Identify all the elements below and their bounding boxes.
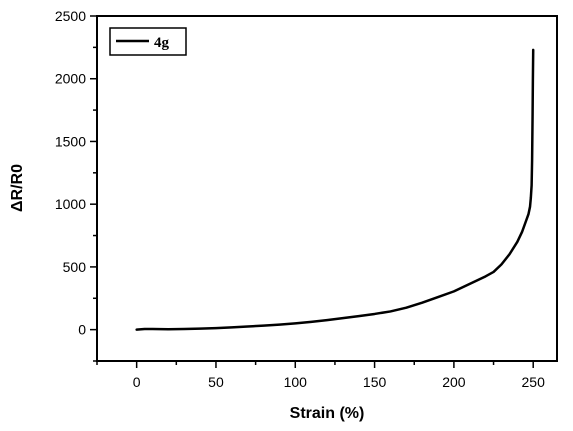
y-axis-title: ΔR/R0 bbox=[9, 164, 26, 212]
series-line-4g bbox=[135, 48, 535, 331]
y-axis-ticks: 0 500 1000 1500 2000 2500 bbox=[55, 8, 97, 362]
x-tick-label: 150 bbox=[363, 374, 387, 390]
x-tick-label: 100 bbox=[284, 374, 308, 390]
x-tick-label: 200 bbox=[442, 374, 466, 390]
legend-label: 4g bbox=[154, 35, 170, 51]
y-tick-label: 1500 bbox=[55, 133, 86, 149]
x-tick-label: 0 bbox=[133, 374, 141, 390]
x-axis-ticks: 0 50 100 150 200 250 bbox=[96, 361, 546, 390]
y-tick-label: 2000 bbox=[55, 71, 86, 87]
x-axis-title: Strain (%) bbox=[290, 405, 365, 422]
legend: 4g bbox=[109, 27, 187, 56]
series-group bbox=[135, 48, 535, 331]
y-tick-label: 1000 bbox=[55, 196, 86, 212]
y-tick-label: 2500 bbox=[55, 8, 86, 24]
x-tick-label: 50 bbox=[208, 374, 224, 390]
y-tick-label: 500 bbox=[63, 259, 87, 275]
plot-area bbox=[96, 15, 558, 362]
x-tick-label: 250 bbox=[522, 374, 546, 390]
y-tick-label: 0 bbox=[78, 322, 86, 338]
